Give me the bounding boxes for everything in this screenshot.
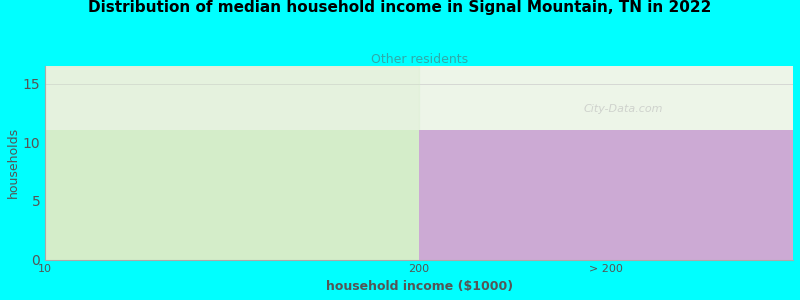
- Title: Other residents: Other residents: [370, 53, 468, 66]
- Text: City-Data.com: City-Data.com: [584, 103, 663, 113]
- Bar: [46, 66, 419, 260]
- Y-axis label: households: households: [7, 127, 20, 198]
- Text: Distribution of median household income in Signal Mountain, TN in 2022: Distribution of median household income …: [88, 0, 712, 15]
- Bar: [46, 130, 419, 260]
- X-axis label: household income ($1000): household income ($1000): [326, 280, 513, 293]
- Bar: [419, 130, 793, 260]
